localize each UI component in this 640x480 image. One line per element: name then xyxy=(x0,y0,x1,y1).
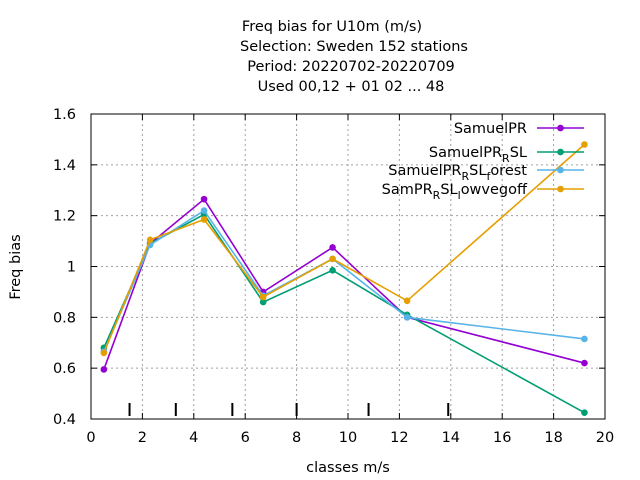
data-point xyxy=(200,195,208,203)
legend-label: SamuelPR xyxy=(454,121,527,137)
x-tick-label: 18 xyxy=(544,430,562,446)
legend-marker xyxy=(557,166,564,174)
series-2 xyxy=(100,211,588,416)
data-point xyxy=(100,366,108,373)
data-point xyxy=(403,314,411,321)
legend-label: SamuelPRRSLforest xyxy=(388,163,527,183)
data-point xyxy=(329,255,336,263)
series-line xyxy=(103,213,585,414)
plot-frame xyxy=(90,113,606,420)
data-point xyxy=(403,297,411,305)
y-tick-label: 0.4 xyxy=(53,412,76,428)
legend-marker xyxy=(557,185,564,193)
title-line-1: Freq bias for U10m (m/s) xyxy=(242,19,422,35)
x-tick-label: 10 xyxy=(339,430,357,446)
title-line-2: Selection: Sweden 152 stations xyxy=(240,39,468,55)
data-point xyxy=(146,236,154,244)
x-tick-label: 0 xyxy=(86,430,95,446)
data-point xyxy=(581,409,588,416)
data-point xyxy=(581,141,588,148)
data-point xyxy=(200,216,208,223)
grid xyxy=(90,113,606,420)
y-axis-label: Freq bias xyxy=(8,234,24,299)
data-point xyxy=(259,298,267,306)
series xyxy=(100,141,588,416)
x-tick-label: 2 xyxy=(138,430,147,446)
data-point xyxy=(329,244,336,251)
data-point xyxy=(259,293,267,301)
class-boundary-marks xyxy=(128,403,450,416)
series-line xyxy=(103,209,585,352)
title-line-3: Period: 20220702-20220709 xyxy=(247,59,455,75)
x-tick-label: 14 xyxy=(442,430,460,446)
y-tick-label: 0.6 xyxy=(53,361,76,377)
y-tick-label: 1 xyxy=(67,260,76,276)
y-tick-label: 1.4 xyxy=(53,158,76,174)
series-line xyxy=(103,197,585,370)
series-1 xyxy=(100,195,588,373)
x-axis-label: classes m/s xyxy=(306,460,390,476)
y-tick-label: 1.2 xyxy=(53,209,76,225)
x-tick-label: 16 xyxy=(493,430,511,446)
legend: SamuelPR SamuelPRRSLSamuelPRRSLforestSamP… xyxy=(382,121,584,202)
legend-item-4: SamPRRSLlowvegoff xyxy=(382,182,584,202)
data-point xyxy=(581,335,588,343)
series-3 xyxy=(100,207,588,355)
legend-label: SamuelPRRSL xyxy=(429,145,527,165)
data-point xyxy=(329,267,336,274)
x-tick-labels: 0 2 4 6 8 10 12 14 16 18 20 xyxy=(86,430,614,446)
y-tick-label: 1.6 xyxy=(53,107,76,123)
y-tick-label: 0.8 xyxy=(53,310,76,326)
legend-marker xyxy=(557,124,564,132)
series-4 xyxy=(100,141,588,357)
x-tick-label: 12 xyxy=(390,430,408,446)
legend-item-2: SamuelPRRSL xyxy=(429,145,584,165)
y-tick-labels: 0.4 0.6 0.8 1 1.2 1.4 1.6 xyxy=(53,107,76,428)
x-tick-label: 20 xyxy=(596,430,614,446)
chart-title: Freq bias for U10m (m/s) Selection: Swed… xyxy=(240,19,468,95)
data-point xyxy=(581,359,588,367)
title-line-4: Used 00,12 + 01 02 ... 48 xyxy=(258,79,445,95)
x-tick-label: 4 xyxy=(189,430,198,446)
legend-label: SamPRRSLlowvegoff xyxy=(382,182,528,202)
legend-item-3: SamuelPRRSLforest xyxy=(388,163,584,183)
legend-item-1: SamuelPR xyxy=(454,121,584,137)
data-point xyxy=(100,349,108,357)
legend-marker xyxy=(557,148,564,156)
x-tick-label: 8 xyxy=(292,430,301,446)
x-tick-label: 6 xyxy=(241,430,250,446)
data-point xyxy=(200,207,208,214)
